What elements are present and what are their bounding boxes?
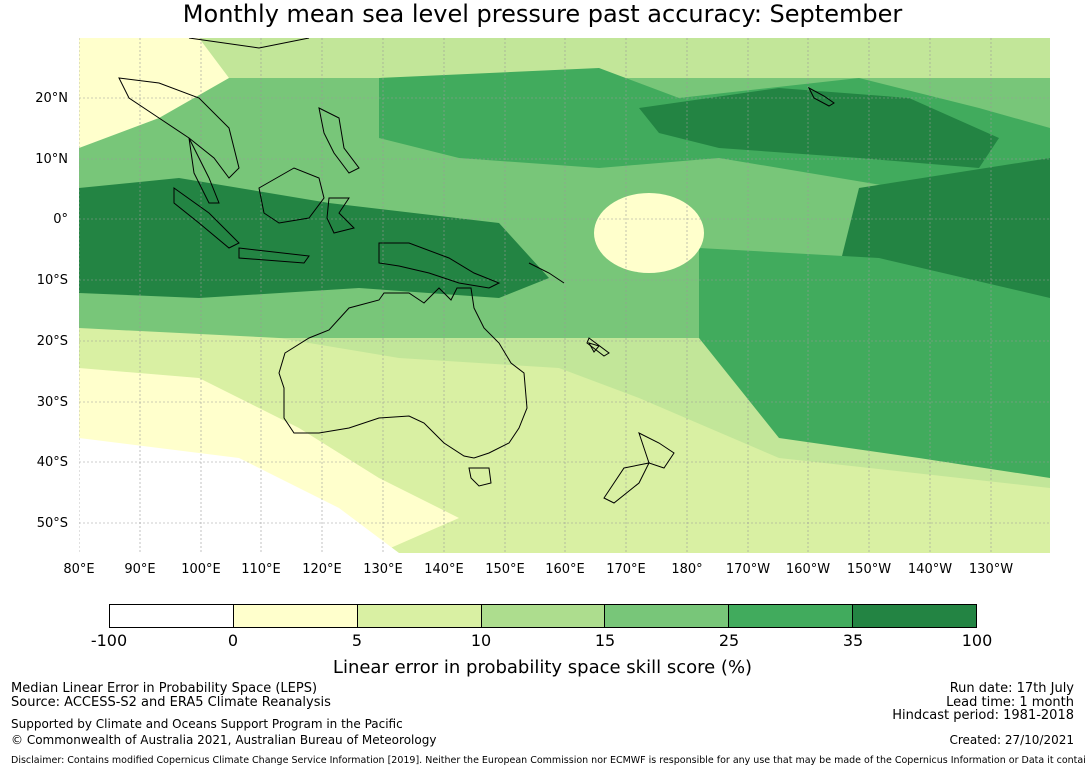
footer-copyright: © Commonwealth of Australia 2021, Austra…	[11, 733, 437, 747]
lon-label-90e: 90°E	[124, 562, 156, 577]
colorbar-segment	[729, 605, 854, 627]
colorbar-segment	[853, 605, 977, 627]
lon-label-110e: 110°E	[241, 562, 281, 577]
colorbar-segment	[481, 605, 606, 627]
footer-run-date: Run date: 17th July	[949, 681, 1074, 696]
colorbar-tick: -100	[90, 631, 128, 650]
footer-created-date: Created: 27/10/2021	[949, 733, 1074, 747]
colorbar-tick: 35	[842, 631, 864, 650]
footer-hindcast-period: Hindcast period: 1981-2018	[892, 708, 1074, 723]
lon-label-130e: 130°E	[363, 562, 403, 577]
colorbar-tick: 15	[594, 631, 616, 650]
footer-source: Source: ACCESS-S2 and ERA5 Climate Reana…	[11, 695, 331, 710]
colorbar	[109, 604, 977, 628]
lat-label-10n: 10°N	[35, 152, 68, 167]
skill-region-north-pale	[79, 38, 229, 148]
footer-lead-time: Lead time: 1 month	[946, 695, 1074, 710]
lon-label-160e: 160°E	[545, 562, 585, 577]
lon-label-100e: 100°E	[181, 562, 221, 577]
skill-region-south-white	[79, 438, 399, 553]
lat-label-40s: 40°S	[36, 455, 68, 470]
lat-label-30s: 30°S	[36, 395, 68, 410]
footer-support: Supported by Climate and Oceans Support …	[11, 717, 403, 731]
skill-region-equatorial-west	[79, 178, 549, 298]
colorbar-segment	[233, 605, 358, 627]
colorbar-segment	[357, 605, 482, 627]
lon-label-140e: 140°E	[424, 562, 464, 577]
lat-label-20s: 20°S	[36, 334, 68, 349]
lat-label-20n: 20°N	[35, 91, 68, 106]
colorbar-tick: 0	[227, 631, 239, 650]
lon-label-130w: 130°W	[968, 562, 1014, 577]
java-coastline	[238, 247, 310, 264]
sumatra-coastline	[173, 187, 240, 249]
footer-disclaimer: Disclaimer: Contains modified Copernicus…	[11, 755, 1085, 766]
skill-region-north-pacific-core	[639, 88, 999, 168]
philippines-coastline	[318, 107, 360, 174]
tasmania-coastline	[468, 467, 492, 487]
new-zealand-south-coastline	[603, 462, 650, 504]
skill-region-east-pacific	[699, 248, 1050, 478]
map-title: Monthly mean sea level pressure past acc…	[182, 0, 903, 28]
australia-coastline	[278, 287, 528, 459]
colorbar-segment	[605, 605, 730, 627]
solomon-islands-coastline	[528, 262, 565, 284]
hawaii-coastline	[807, 86, 835, 107]
lon-label-140w: 140°W	[907, 562, 953, 577]
colorbar-tick: 25	[718, 631, 740, 650]
colorbar-label: Linear error in probability space skill …	[332, 657, 753, 678]
lon-label-80e: 80°E	[63, 562, 95, 577]
fiji-coastline	[587, 342, 600, 353]
china-coastline	[188, 38, 310, 49]
colorbar-segment	[110, 605, 234, 627]
indochina-coastline	[118, 77, 240, 179]
lon-label-170e: 170°E	[606, 562, 646, 577]
lat-label-0: 0°	[53, 212, 68, 227]
lon-label-150w: 150°W	[846, 562, 892, 577]
new-guinea-coastline	[378, 242, 501, 289]
lon-label-170w: 170°W	[725, 562, 771, 577]
colorbar-tick: 10	[470, 631, 492, 650]
skill-region-central-pale	[594, 193, 704, 273]
lat-label-10s: 10°S	[36, 273, 68, 288]
lon-label-150e: 150°E	[485, 562, 525, 577]
lat-label-50s: 50°S	[36, 516, 68, 531]
colorbar-tick: 100	[961, 631, 993, 650]
sulawesi-coastline	[326, 197, 355, 234]
lon-label-160w: 160°W	[785, 562, 831, 577]
footer-method: Median Linear Error in Probability Space…	[11, 681, 318, 696]
malay-peninsula-coastline	[188, 137, 220, 204]
new-zealand-north-coastline	[638, 432, 675, 469]
new-caledonia-coastline	[586, 337, 610, 357]
skill-score-map	[79, 38, 1050, 553]
lon-label-180: 180°	[671, 562, 703, 577]
colorbar-tick: 5	[351, 631, 363, 650]
coastlines	[118, 38, 835, 504]
borneo-coastline	[258, 167, 325, 224]
lon-label-120e: 120°E	[302, 562, 342, 577]
